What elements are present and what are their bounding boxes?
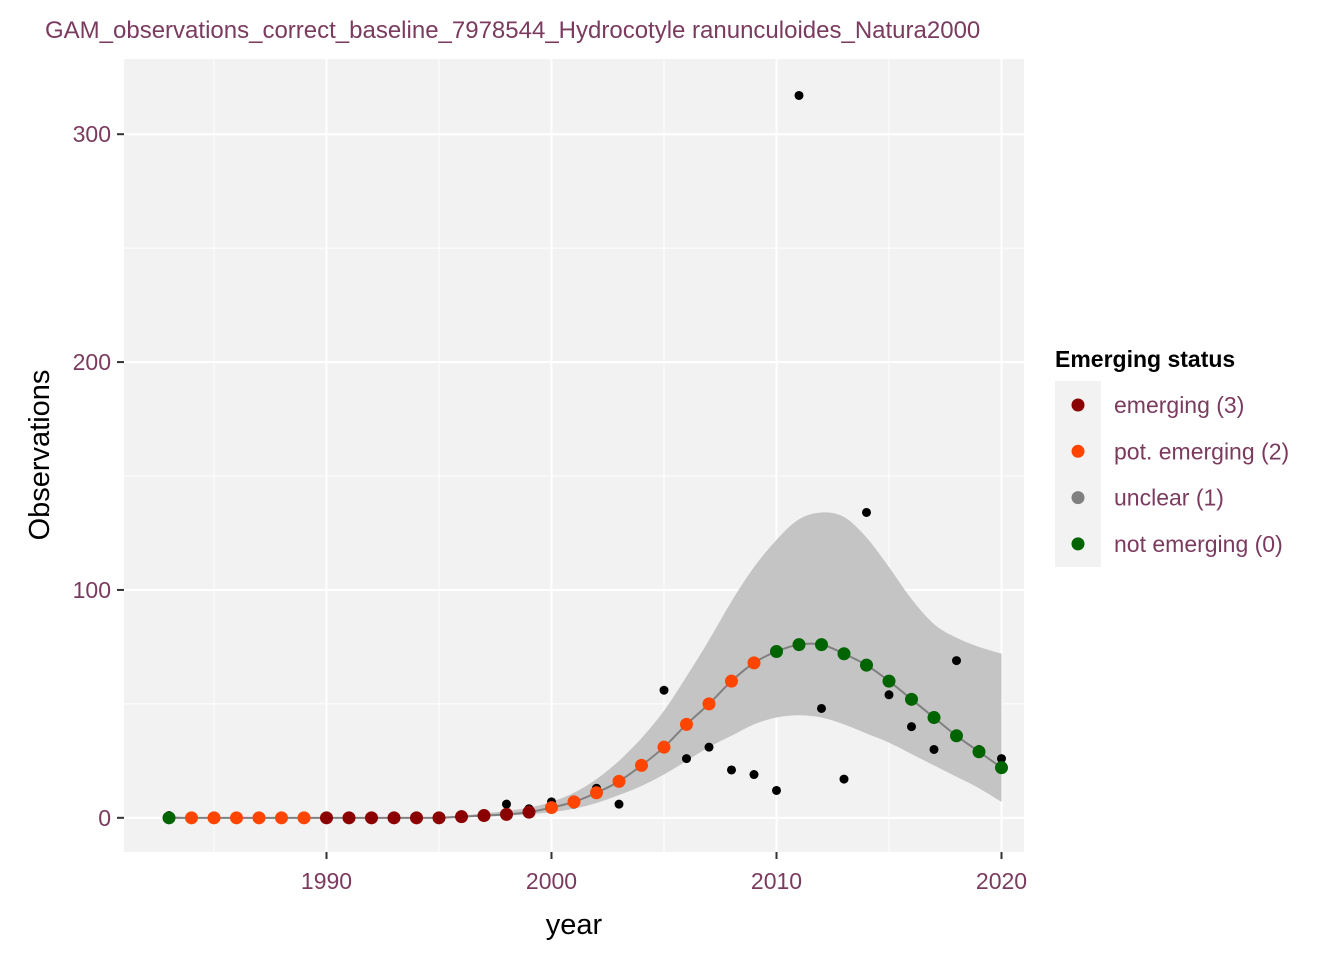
grid-minor xyxy=(124,59,1024,852)
chart-title: GAM_observations_correct_baseline_797854… xyxy=(45,17,980,44)
fit-point xyxy=(387,811,401,825)
x-axis: 1990 2000 2010 2020 xyxy=(301,852,1027,894)
observation-point xyxy=(952,656,961,666)
fit-point xyxy=(792,638,806,652)
x-tick-label: 1990 xyxy=(301,868,352,894)
y-tick-label: 100 xyxy=(73,577,111,603)
fit-point xyxy=(342,811,356,825)
fit-point xyxy=(635,758,648,772)
fit-point xyxy=(950,729,963,743)
fit-point xyxy=(455,810,468,824)
legend-label: pot. emerging (2) xyxy=(1114,438,1289,464)
observation-point xyxy=(659,685,669,695)
legend-key-background xyxy=(1055,381,1101,567)
observation-point xyxy=(862,507,871,517)
observation-point xyxy=(839,774,849,784)
legend-key-dot xyxy=(1071,444,1085,458)
observation-point xyxy=(997,754,1006,764)
legend-key-dot xyxy=(1071,398,1085,412)
fit-point xyxy=(725,674,738,688)
fit-point xyxy=(612,774,626,788)
x-axis-label: year xyxy=(546,909,603,941)
fit-point xyxy=(770,644,783,658)
fit-points xyxy=(162,638,1008,825)
observation-point xyxy=(727,765,736,775)
observation-point xyxy=(704,742,714,752)
fit-point xyxy=(680,717,693,731)
y-axis-label: Observations xyxy=(24,370,56,541)
fit-point xyxy=(207,811,221,825)
fit-point xyxy=(162,811,176,825)
y-tick-label: 200 xyxy=(73,349,111,375)
legend-label: unclear (1) xyxy=(1114,485,1224,511)
fit-point xyxy=(747,656,761,670)
fit-point xyxy=(590,786,603,800)
observation-point xyxy=(929,744,939,754)
legend-label: not emerging (0) xyxy=(1114,531,1283,557)
fit-point xyxy=(927,711,941,725)
observation-point xyxy=(817,703,826,713)
x-tick-label: 2000 xyxy=(526,868,577,894)
fit-point xyxy=(702,697,716,711)
fit-point xyxy=(252,811,266,825)
fit-point xyxy=(837,647,851,661)
legend-label: emerging (3) xyxy=(1114,392,1244,418)
fit-point xyxy=(275,811,288,825)
y-axis: 0 100 200 300 xyxy=(73,121,124,831)
fit-point xyxy=(860,658,873,672)
fit-point xyxy=(995,761,1008,775)
fit-point xyxy=(815,638,828,652)
fit-point xyxy=(297,811,311,825)
x-tick-label: 2010 xyxy=(751,868,802,894)
observation-point xyxy=(502,799,511,809)
observation-point xyxy=(749,770,759,780)
observation-point xyxy=(772,785,781,795)
fit-point xyxy=(972,745,986,759)
fit-point xyxy=(365,811,378,825)
fit-point xyxy=(185,811,198,825)
fit-point xyxy=(567,795,581,809)
observation-point xyxy=(682,754,691,764)
fit-point xyxy=(882,674,896,688)
fit-point xyxy=(320,811,333,825)
legend-key-dot xyxy=(1071,537,1085,551)
legend: Emerging status emerging (3) pot. emergin… xyxy=(1055,346,1289,567)
observation-point xyxy=(614,799,624,809)
fit-point xyxy=(522,805,536,819)
fit-point xyxy=(500,807,513,821)
fit-point xyxy=(230,811,243,825)
legend-key-dot xyxy=(1071,491,1085,505)
fit-point xyxy=(657,740,671,754)
y-tick-label: 0 xyxy=(98,805,111,831)
legend-entries: emerging (3) pot. emerging (2) unclear (1)… xyxy=(1071,392,1289,557)
observation-point xyxy=(884,690,894,700)
fit-point xyxy=(432,811,446,825)
fit-point xyxy=(477,809,491,823)
fit-point xyxy=(905,692,918,706)
fit-point xyxy=(545,801,558,815)
x-tick-label: 2020 xyxy=(976,868,1027,894)
legend-title: Emerging status xyxy=(1055,346,1235,372)
y-tick-label: 300 xyxy=(73,121,111,147)
confidence-ribbon xyxy=(169,512,1002,818)
fit-point xyxy=(410,811,423,825)
observation-point xyxy=(907,722,916,732)
observation-point xyxy=(794,90,804,100)
